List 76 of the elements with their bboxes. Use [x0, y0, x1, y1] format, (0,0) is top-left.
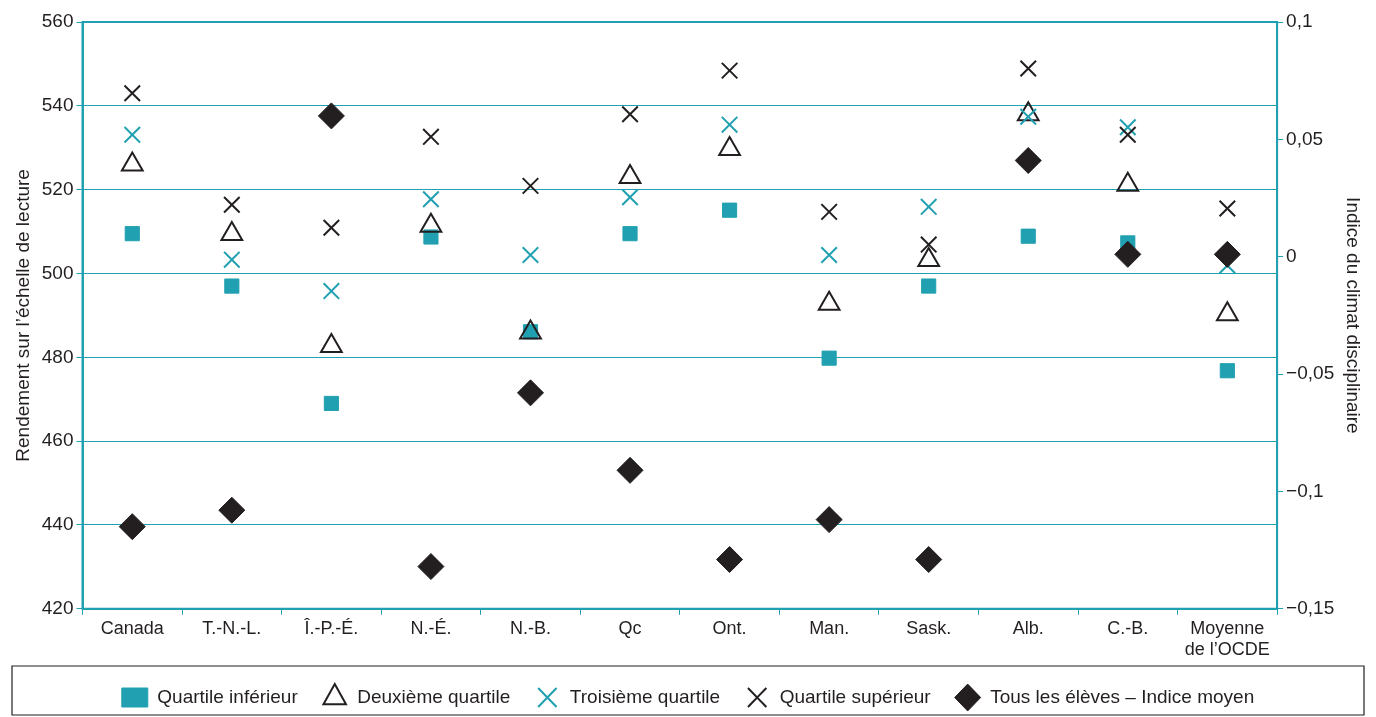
point — [622, 226, 638, 242]
y2-tick-label: 0,05 — [1286, 127, 1324, 149]
point — [417, 553, 445, 581]
legend-label: Quartile inférieur — [157, 685, 299, 707]
point — [1219, 363, 1235, 379]
x-tick-label: Canada — [100, 617, 165, 638]
point — [815, 506, 843, 534]
y2-tick-label: −0,05 — [1286, 362, 1335, 384]
y2-tick-label: −0,15 — [1286, 597, 1335, 619]
x-tick-label: T.-N.-L. — [202, 617, 262, 638]
point — [521, 177, 540, 195]
point — [422, 128, 440, 146]
point — [1119, 118, 1137, 136]
y2-axis-title: Indice du climat disciplinaire — [1343, 197, 1365, 434]
point — [422, 190, 440, 209]
point — [1114, 240, 1142, 268]
point — [322, 282, 341, 300]
point — [223, 195, 241, 214]
point — [621, 188, 639, 206]
y2-tick-label: 0,1 — [1286, 10, 1313, 32]
point — [317, 102, 345, 130]
y-tick-label: 460 — [41, 429, 74, 451]
point — [224, 278, 240, 294]
point — [1019, 59, 1038, 78]
point — [1218, 199, 1237, 218]
legend-label: Troisième quartile — [569, 685, 721, 707]
point — [616, 456, 644, 484]
y-tick-label: 440 — [41, 513, 74, 535]
y-tick-label: 420 — [41, 597, 74, 619]
point — [919, 235, 938, 254]
point — [1119, 125, 1137, 144]
x-tick-label: Sask. — [906, 617, 952, 638]
x-tick-label: N.-É. — [410, 617, 452, 638]
legend-label: Tous les élèves – Indice moyen — [990, 685, 1255, 707]
point — [218, 496, 246, 524]
x-tick-label: Qc — [618, 617, 642, 638]
point — [118, 513, 146, 541]
point — [322, 219, 341, 237]
x-tick-label: Alb. — [1012, 617, 1044, 638]
x-tick-label: Î.-P.-É. — [303, 617, 359, 638]
point — [124, 226, 140, 242]
point — [223, 250, 241, 269]
point — [1014, 146, 1042, 174]
x-tick-label: N.-B. — [509, 617, 551, 638]
point — [521, 246, 540, 264]
point — [821, 350, 837, 366]
point — [820, 246, 838, 264]
point — [720, 115, 739, 134]
y-tick-label: 480 — [41, 345, 74, 367]
legend-label: Quartile supérieur — [779, 685, 932, 707]
point — [123, 125, 142, 144]
y-axis-title: Rendement sur l’échelle de lecture — [11, 169, 33, 462]
y2-tick-label: 0 — [1286, 244, 1297, 266]
y-tick-label: 520 — [41, 177, 74, 199]
x-tick-label: Man. — [809, 617, 850, 638]
legend-label: Deuxième quartile — [357, 685, 511, 707]
point — [123, 84, 142, 103]
point — [516, 379, 544, 407]
y2-tick-label: −0,1 — [1286, 479, 1324, 501]
x-tick-label: Ont. — [712, 617, 747, 638]
x-tick-label: Moyenne de l’OCDE — [1184, 617, 1270, 660]
y-tick-label: 540 — [41, 94, 74, 116]
point — [921, 278, 937, 294]
point — [716, 546, 744, 574]
point — [1020, 228, 1036, 244]
point — [720, 61, 739, 80]
x-tick-label: C.-B. — [1107, 617, 1149, 638]
point — [323, 395, 339, 411]
point — [919, 198, 938, 216]
point — [621, 105, 639, 123]
point — [1213, 240, 1241, 268]
y-tick-label: 560 — [41, 10, 74, 32]
y-tick-label: 500 — [41, 261, 74, 283]
point — [915, 546, 943, 574]
point — [722, 202, 738, 218]
point — [820, 203, 838, 221]
